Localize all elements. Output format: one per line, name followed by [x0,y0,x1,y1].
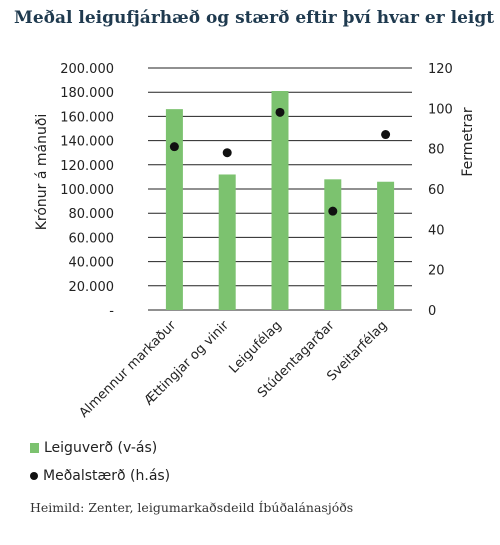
y-tick-label: - [109,304,114,319]
y-tick-label: 120.000 [60,159,114,174]
y-tick-label: 80.000 [69,207,115,222]
y-tick-label: 20.000 [69,280,115,295]
y-tick-label: 140.000 [60,135,114,150]
bar [324,179,342,310]
legend-dot-swatch [30,472,38,480]
y2-tick-label: 40 [428,223,445,238]
bar [377,181,395,310]
y2-tick-label: 100 [428,102,453,117]
y-tick-label: 60.000 [69,231,115,246]
legend-item-bars: Leiguverð (v-ás) [30,440,157,456]
y-tick-label: 100.000 [60,183,114,198]
scatter-point [275,107,285,117]
source-note: Heimild: Zenter, leigumarkaðsdeild Íbúða… [30,500,354,515]
bar [271,90,289,311]
y2-tick-label: 80 [428,143,445,158]
y2-tick-label: 0 [428,304,436,319]
y-axis-title: Krónur á mánuði [34,114,50,231]
legend-item-dots: Meðalstærð (h.ás) [30,468,170,484]
y2-tick-label: 60 [428,183,445,198]
scatter-point [222,148,232,158]
y-tick-label: 40.000 [69,256,115,271]
scatter-point [381,130,391,140]
legend-bar-swatch [30,443,39,453]
y-tick-label: 180.000 [60,86,114,101]
y2-tick-label: 20 [428,264,445,279]
legend-dots-label: Meðalstærð (h.ás) [43,468,171,484]
legend-bars-label: Leiguverð (v-ás) [44,440,158,456]
y2-tick-label: 120 [428,62,453,77]
bar [165,109,183,310]
y-tick-label: 160.000 [60,110,114,125]
bar [218,174,236,310]
chart-area: - 20.000 40.000 60.000 80.000 100.000 120.000 1… [34,62,476,421]
y2-axis-title: Fermetrar [460,107,476,176]
scatter-point [169,142,179,152]
x-tick-label: Almennur markaður [77,318,180,421]
chart-title: Meðal leigufjárhæð og stærð eftir því hv… [14,8,495,28]
y-tick-label: 200.000 [60,62,114,77]
scatter-point [328,206,338,216]
